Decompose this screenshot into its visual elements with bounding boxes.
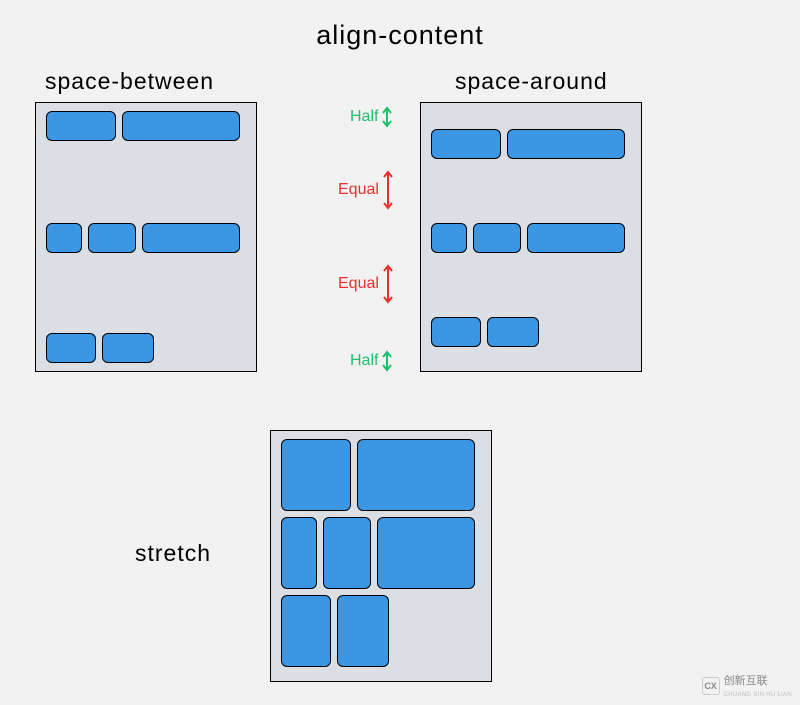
label-stretch: stretch bbox=[135, 540, 211, 567]
flex-item bbox=[527, 223, 625, 253]
flex-item bbox=[507, 129, 625, 159]
flex-item bbox=[431, 129, 501, 159]
container-stretch bbox=[270, 430, 492, 682]
flex-item bbox=[357, 439, 475, 511]
double-arrow-icon bbox=[380, 106, 394, 128]
flex-item bbox=[431, 223, 467, 253]
watermark-logo-icon: CX bbox=[702, 677, 720, 695]
container-space-between bbox=[35, 102, 257, 372]
double-arrow-icon bbox=[380, 350, 394, 372]
flex-item bbox=[377, 517, 475, 589]
double-arrow-icon bbox=[381, 264, 395, 304]
flex-item bbox=[122, 111, 240, 141]
flex-item bbox=[88, 223, 136, 253]
flex-item bbox=[46, 333, 96, 363]
annotation-equal: Equal bbox=[338, 170, 395, 210]
annotation-equal: Equal bbox=[338, 264, 395, 304]
annotation-half: Half bbox=[350, 350, 394, 372]
flex-item bbox=[281, 595, 331, 667]
page-title: align-content bbox=[0, 0, 800, 51]
flex-item bbox=[281, 517, 317, 589]
container-space-around bbox=[420, 102, 642, 372]
watermark-brand: 创新互联 bbox=[724, 675, 768, 687]
flex-item bbox=[46, 223, 82, 253]
flex-item bbox=[473, 223, 521, 253]
label-space-around: space-around bbox=[455, 68, 608, 95]
flex-item bbox=[142, 223, 240, 253]
double-arrow-icon bbox=[381, 170, 395, 210]
flex-item bbox=[102, 333, 154, 363]
flex-item bbox=[487, 317, 539, 347]
flex-item bbox=[46, 111, 116, 141]
annotation-half: Half bbox=[350, 106, 394, 128]
flex-item bbox=[323, 517, 371, 589]
watermark-sub: CHUANG XIN HU LIAN bbox=[724, 692, 792, 698]
watermark: CX 创新互联 CHUANG XIN HU LIAN bbox=[702, 672, 792, 699]
flex-item bbox=[337, 595, 389, 667]
label-space-between: space-between bbox=[45, 68, 214, 95]
flex-item bbox=[281, 439, 351, 511]
flex-item bbox=[431, 317, 481, 347]
